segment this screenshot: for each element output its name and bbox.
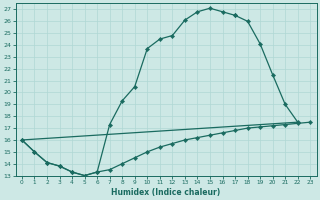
X-axis label: Humidex (Indice chaleur): Humidex (Indice chaleur) (111, 188, 221, 197)
